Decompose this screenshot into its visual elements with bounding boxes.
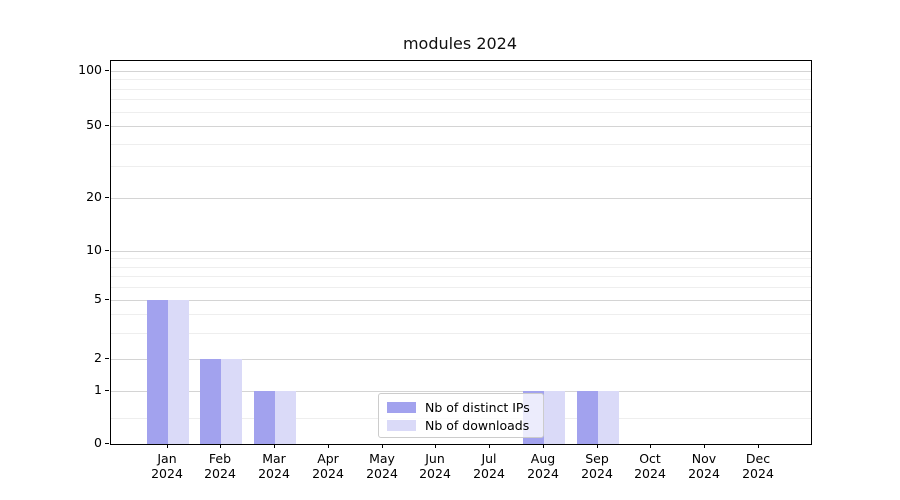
gridline-minor-4 xyxy=(111,314,811,315)
y-tick-mark-100 xyxy=(105,70,109,71)
x-tick-mark-aug xyxy=(543,444,544,448)
y-tick-label-20: 20 xyxy=(86,189,102,204)
legend-item-distinct-ips: Nb of distinct IPs xyxy=(387,399,535,415)
bar-nb-of-distinct-ips-jan xyxy=(147,300,168,444)
x-tick-label-nov: Nov 2024 xyxy=(688,451,720,481)
x-tick-label-apr: Apr 2024 xyxy=(312,451,344,481)
plot-area: Nb of distinct IPs Nb of downloads xyxy=(110,60,812,445)
y-tick-mark-5 xyxy=(105,299,109,300)
gridline-major-5 xyxy=(111,300,811,301)
gridline-major-20 xyxy=(111,198,811,199)
gridline-minor-3 xyxy=(111,333,811,334)
y-tick-label-2: 2 xyxy=(94,350,102,365)
x-tick-label-jan: Jan 2024 xyxy=(151,451,183,481)
y-tick-label-100: 100 xyxy=(78,62,102,77)
bar-nb-of-downloads-jan xyxy=(168,300,189,444)
gridline-major-1 xyxy=(111,391,811,392)
y-tick-mark-2 xyxy=(105,358,109,359)
y-tick-mark-1 xyxy=(105,390,109,391)
chart-title: modules 2024 xyxy=(402,34,518,53)
y-tick-label-0: 0 xyxy=(94,435,102,450)
gridline-minor-80 xyxy=(111,89,811,90)
bar-nb-of-downloads-sep xyxy=(598,391,619,444)
bar-nb-of-distinct-ips-feb xyxy=(200,359,221,444)
y-tick-label-1: 1 xyxy=(94,382,102,397)
x-tick-mark-mar xyxy=(274,444,275,448)
bar-nb-of-downloads-mar xyxy=(275,391,296,444)
y-tick-mark-10 xyxy=(105,250,109,251)
x-tick-label-aug: Aug 2024 xyxy=(527,451,559,481)
gridline-major-100 xyxy=(111,71,811,72)
y-tick-mark-20 xyxy=(105,197,109,198)
legend-label-downloads: Nb of downloads xyxy=(425,417,530,433)
bar-nb-of-downloads-feb xyxy=(221,359,242,444)
x-tick-mark-dec xyxy=(758,444,759,448)
legend-label-distinct-ips: Nb of distinct IPs xyxy=(425,399,530,415)
x-tick-mark-jan xyxy=(167,444,168,448)
y-tick-mark-50 xyxy=(105,125,109,126)
x-tick-label-feb: Feb 2024 xyxy=(204,451,236,481)
x-tick-mark-oct xyxy=(650,444,651,448)
gridline-major-10 xyxy=(111,251,811,252)
gridline-major-50 xyxy=(111,126,811,127)
x-tick-mark-jun xyxy=(435,444,436,448)
x-tick-label-jul: Jul 2024 xyxy=(473,451,505,481)
y-tick-label-50: 50 xyxy=(86,117,102,132)
gridline-minor-70 xyxy=(111,99,811,100)
x-tick-mark-may xyxy=(382,444,383,448)
y-tick-label-5: 5 xyxy=(94,291,102,306)
gridline-minor-7 xyxy=(111,276,811,277)
gridline-minor-9 xyxy=(111,258,811,259)
gridline-minor-6 xyxy=(111,287,811,288)
gridline-minor-30 xyxy=(111,166,811,167)
x-tick-mark-sep xyxy=(597,444,598,448)
legend-item-downloads: Nb of downloads xyxy=(387,417,535,433)
x-tick-label-jun: Jun 2024 xyxy=(419,451,451,481)
bar-nb-of-downloads-aug xyxy=(544,391,565,444)
y-tick-label-10: 10 xyxy=(86,242,102,257)
x-tick-mark-feb xyxy=(220,444,221,448)
legend: Nb of distinct IPs Nb of downloads xyxy=(378,393,544,438)
bar-nb-of-distinct-ips-sep xyxy=(577,391,598,444)
gridline-minor-40 xyxy=(111,144,811,145)
x-tick-mark-apr xyxy=(328,444,329,448)
gridline-minor-90 xyxy=(111,79,811,80)
gridline-minor-8 xyxy=(111,267,811,268)
x-tick-mark-nov xyxy=(704,444,705,448)
x-tick-mark-jul xyxy=(489,444,490,448)
y-tick-mark-0 xyxy=(105,443,109,444)
x-tick-label-sep: Sep 2024 xyxy=(581,451,613,481)
x-tick-label-dec: Dec 2024 xyxy=(742,451,774,481)
x-tick-label-oct: Oct 2024 xyxy=(634,451,666,481)
legend-swatch-distinct-ips xyxy=(387,401,416,413)
gridline-minor-60 xyxy=(111,112,811,113)
gridline-major-2 xyxy=(111,359,811,360)
bar-nb-of-distinct-ips-mar xyxy=(254,391,275,444)
legend-swatch-downloads xyxy=(387,419,416,431)
x-tick-label-may: May 2024 xyxy=(366,451,398,481)
x-tick-label-mar: Mar 2024 xyxy=(258,451,290,481)
